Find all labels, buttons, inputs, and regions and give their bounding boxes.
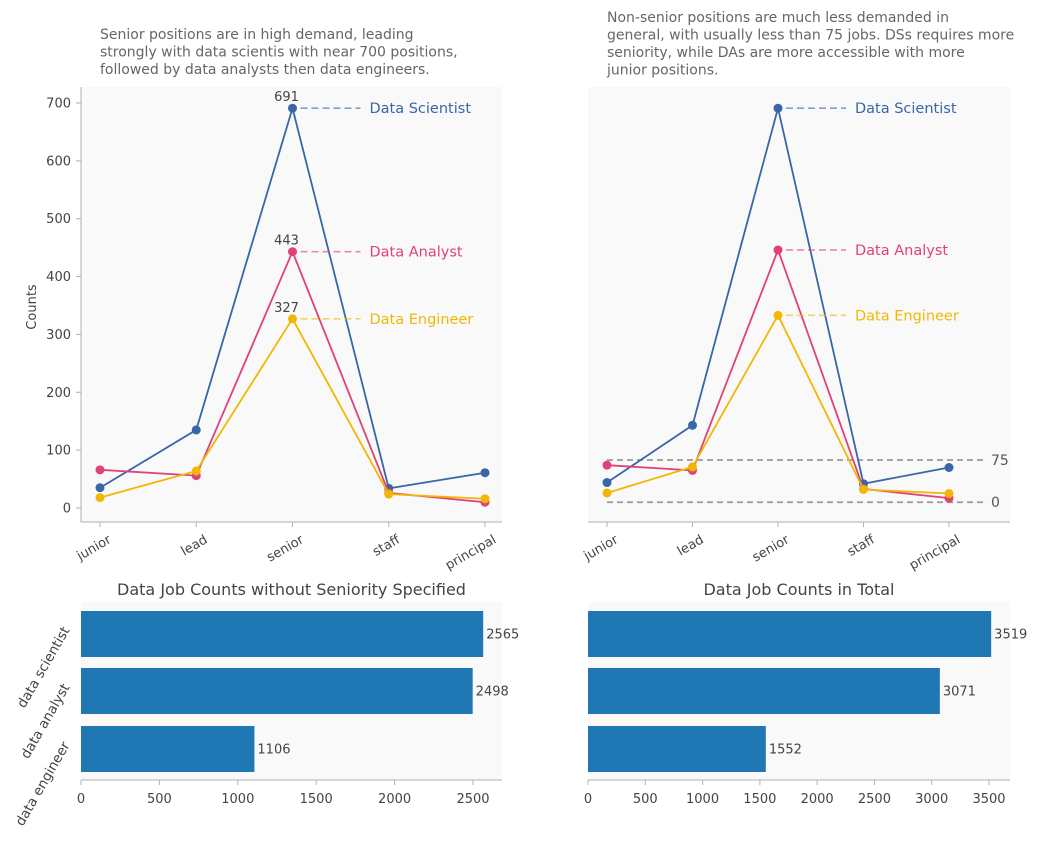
data-point xyxy=(480,494,490,504)
y-tick-label: 600 xyxy=(46,154,71,169)
data-point xyxy=(288,314,297,324)
x-tick-label: 1500 xyxy=(743,792,776,807)
series-label: Data Engineer xyxy=(855,308,959,324)
x-tick-label: principal xyxy=(443,532,499,573)
series-label: Data Engineer xyxy=(370,312,474,328)
x-tick-label: junior xyxy=(581,532,622,564)
reference-line-label: 0 xyxy=(991,495,1000,511)
peak-value-label: 327 xyxy=(274,301,299,316)
x-tick-label: principal xyxy=(907,532,963,573)
data-point xyxy=(288,103,297,113)
x-tick-label: 500 xyxy=(147,792,172,807)
data-point xyxy=(602,460,612,470)
x-tick-label: 3500 xyxy=(972,792,1005,807)
chart-title-line: Senior positions are in high demand, lea… xyxy=(100,27,414,43)
bar xyxy=(81,611,484,657)
x-tick-label: junior xyxy=(74,532,115,564)
x-tick-label: 0 xyxy=(584,792,592,807)
chart-title-line: strongly with data scientis with near 70… xyxy=(100,45,458,61)
bar xyxy=(588,726,766,772)
bar xyxy=(588,611,992,657)
x-tick-label: 3000 xyxy=(915,792,948,807)
y-tick-label: 300 xyxy=(46,328,71,343)
x-tick-label: 2000 xyxy=(801,792,834,807)
x-tick-label: 0 xyxy=(77,792,85,807)
series-label: Data Analyst xyxy=(370,245,463,261)
bar-value-label: 1552 xyxy=(769,743,802,758)
x-tick-label: 500 xyxy=(633,792,658,807)
bar-value-label: 3519 xyxy=(994,628,1027,643)
chart-title-line: Non-senior positions are much less deman… xyxy=(607,10,949,26)
x-tick-label: 1500 xyxy=(300,792,333,807)
bar xyxy=(81,726,255,772)
x-tick-label: lead xyxy=(179,532,211,559)
data-point xyxy=(95,483,105,493)
series-label: Data Scientist xyxy=(370,101,472,117)
data-point xyxy=(95,493,105,503)
y-tick-label: 200 xyxy=(46,386,71,401)
series-label: Data Scientist xyxy=(855,101,957,117)
data-point xyxy=(191,466,201,476)
x-tick-label: senior xyxy=(750,532,793,565)
x-tick-label: 2000 xyxy=(378,792,411,807)
data-point xyxy=(773,103,783,113)
bar-value-label: 2498 xyxy=(476,685,509,700)
data-point xyxy=(384,489,394,499)
data-point xyxy=(773,310,783,320)
y-tick-label: 500 xyxy=(46,212,71,227)
x-tick-label: staff xyxy=(370,532,403,560)
bar xyxy=(588,668,940,714)
data-point xyxy=(602,478,612,488)
data-point xyxy=(859,484,868,494)
bar-value-label: 1106 xyxy=(257,743,290,758)
x-tick-label: 1000 xyxy=(686,792,719,807)
y-tick-label: 100 xyxy=(46,444,71,459)
data-point xyxy=(191,425,201,435)
y-axis-label: Counts xyxy=(25,284,40,330)
chart-title: Data Job Counts without Seniority Specif… xyxy=(117,580,466,599)
plot-area xyxy=(81,87,502,522)
chart-title-line: followed by data analysts then data engi… xyxy=(100,62,430,78)
chart-title-line: junior positions. xyxy=(606,63,719,79)
peak-value-label: 443 xyxy=(274,234,299,249)
data-point xyxy=(602,488,612,498)
chart-title-line: general, with usually less than 75 jobs.… xyxy=(607,28,1014,44)
x-tick-label: staff xyxy=(845,532,878,560)
data-point xyxy=(688,420,697,430)
x-tick-label: 2500 xyxy=(858,792,891,807)
y-tick-label: 700 xyxy=(46,97,71,112)
bar xyxy=(81,668,473,714)
y-tick-label: 0 xyxy=(63,502,71,517)
data-point xyxy=(480,468,490,478)
series-label: Data Analyst xyxy=(855,243,948,259)
plot-area xyxy=(588,87,1010,522)
reference-line-label: 75 xyxy=(991,453,1009,469)
data-point xyxy=(773,245,783,255)
x-tick-label: 1000 xyxy=(221,792,254,807)
chart-title: Data Job Counts in Total xyxy=(703,580,894,599)
x-tick-label: senior xyxy=(264,532,307,565)
bar-value-label: 2565 xyxy=(486,628,519,643)
chart-title-line: seniority, while DAs are more accessible… xyxy=(607,45,965,61)
data-point xyxy=(944,463,954,472)
data-point xyxy=(688,462,697,472)
peak-value-label: 691 xyxy=(274,90,299,105)
x-tick-label: lead xyxy=(675,532,707,559)
data-point xyxy=(288,247,297,257)
data-point xyxy=(944,489,954,499)
y-tick-label: 400 xyxy=(46,270,71,285)
x-tick-label: 2500 xyxy=(456,792,489,807)
data-point xyxy=(95,465,105,475)
bar-value-label: 3071 xyxy=(943,685,976,700)
